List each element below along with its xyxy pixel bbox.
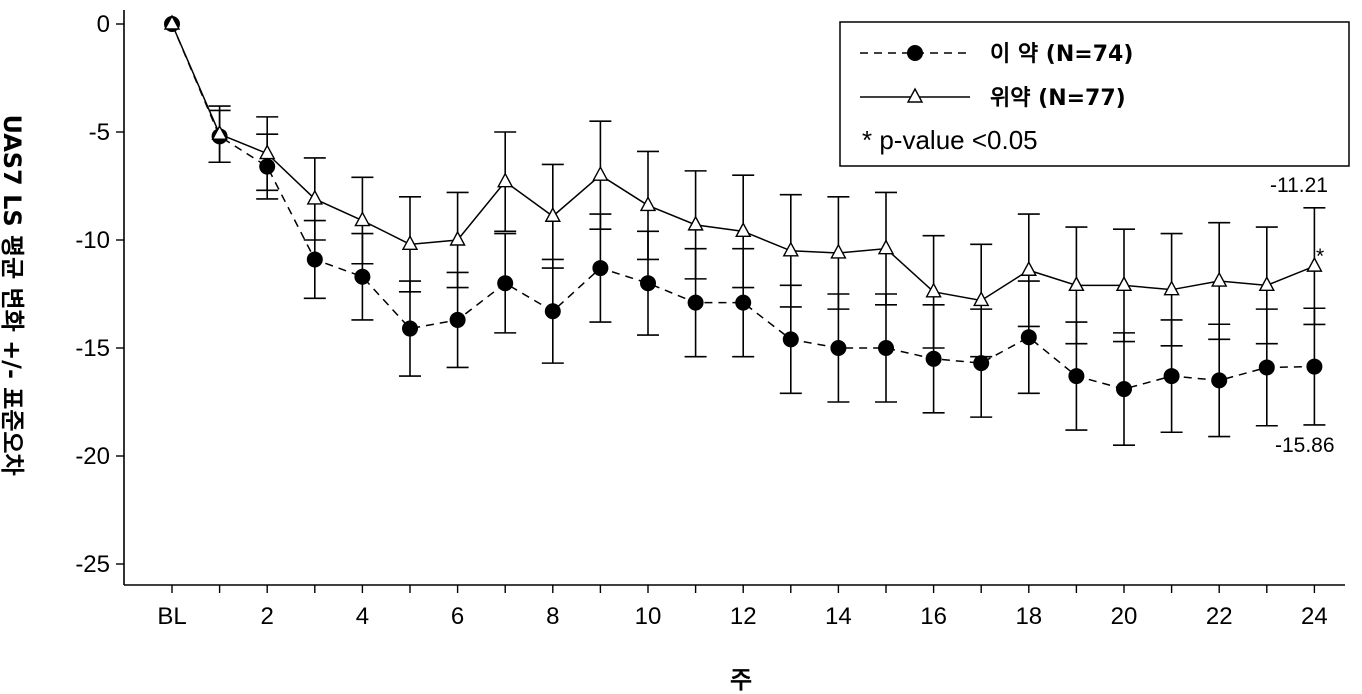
data-point-placebo [401, 234, 419, 251]
data-point-drug [735, 294, 752, 311]
legend-note: * p-value <0.05 [862, 125, 1038, 155]
data-point-drug [830, 340, 847, 356]
data-point-drug [354, 268, 371, 285]
legend-marker-placebo [906, 87, 924, 103]
data-point-drug [1258, 359, 1275, 376]
annotation-significance: * [1316, 245, 1324, 268]
x-tick-label: 2 [261, 603, 274, 630]
data-point-drug [687, 294, 704, 311]
x-tick-label: 12 [730, 603, 757, 630]
data-point-drug [1020, 329, 1037, 346]
data-point-placebo [1258, 275, 1275, 292]
annotation-drug-end: -15.86 [1275, 434, 1335, 457]
data-point-placebo [544, 206, 561, 222]
legend-label-drug: 이 약 (N=74) [990, 42, 1133, 67]
data-point-drug [640, 275, 656, 292]
data-point-drug [973, 355, 990, 372]
legend: 이 약 (N=74) 위약 (N=77) * p-value <0.05 [839, 21, 1350, 167]
data-point-drug [449, 311, 466, 328]
data-point-placebo [687, 215, 704, 231]
data-point-placebo [1163, 280, 1180, 296]
legend-box [839, 21, 1350, 167]
x-tick-label: 8 [546, 603, 559, 630]
x-tick-label: 22 [1206, 603, 1233, 630]
data-point-drug [402, 320, 418, 337]
y-tick-label: -10 [75, 227, 110, 254]
data-point-placebo [354, 211, 371, 227]
data-point-drug [782, 331, 799, 348]
y-tick-label: -25 [75, 551, 110, 578]
series-markers [163, 14, 1323, 398]
data-point-placebo [925, 282, 942, 298]
data-point-placebo [1211, 271, 1228, 287]
y-tick-label: -15 [75, 335, 110, 362]
legend-marker-drug [907, 45, 923, 61]
x-tick-label: 16 [920, 603, 947, 630]
data-point-drug [1116, 381, 1132, 398]
data-point-placebo [306, 189, 323, 205]
x-tick-label: 10 [635, 603, 662, 630]
data-point-placebo [782, 241, 799, 257]
data-point-drug [925, 350, 942, 367]
data-point-placebo [1020, 260, 1037, 276]
y-tick-label: -5 [89, 119, 110, 146]
axes [116, 10, 1345, 593]
x-tick-label: 14 [825, 603, 852, 630]
x-tick-label: 24 [1301, 603, 1328, 630]
data-point-placebo [973, 291, 990, 307]
data-point-placebo [449, 230, 466, 246]
y-tick-label: 0 [97, 11, 110, 38]
x-tick-label: 18 [1015, 603, 1042, 630]
x-tick-label: 20 [1111, 603, 1138, 630]
y-tick-label: -20 [75, 443, 110, 470]
data-point-placebo [830, 243, 847, 259]
data-point-placebo [592, 165, 609, 181]
x-tick-label: 6 [451, 603, 464, 630]
x-axis-title: 주 [730, 666, 752, 694]
data-point-placebo [211, 124, 228, 140]
data-point-drug [1211, 372, 1228, 389]
annotation-placebo-end: -11.21 [1270, 174, 1328, 197]
x-tick-label: BL [157, 603, 186, 630]
legend-label-placebo: 위약 (N=77) [990, 86, 1126, 111]
y-axis-title: UAS7 LS 평균 변화 +/- 표준오차 [0, 114, 26, 475]
data-point-drug [1068, 368, 1085, 385]
data-point-placebo [639, 195, 657, 212]
data-point-placebo [1306, 256, 1323, 272]
data-point-placebo [877, 239, 895, 255]
data-point-drug [259, 158, 276, 175]
data-point-placebo [259, 144, 276, 160]
data-point-drug [1306, 358, 1323, 375]
data-point-placebo [497, 172, 514, 188]
data-point-drug [306, 251, 323, 268]
x-tick-label: 4 [356, 603, 369, 630]
data-point-placebo [735, 221, 752, 238]
data-point-drug [1163, 368, 1180, 385]
data-point-placebo [1068, 275, 1085, 292]
data-point-placebo [1115, 275, 1133, 292]
data-point-drug [592, 260, 609, 277]
data-point-drug [878, 340, 894, 356]
data-point-placebo [163, 14, 181, 30]
data-point-drug [497, 275, 514, 292]
data-point-drug [544, 303, 561, 320]
